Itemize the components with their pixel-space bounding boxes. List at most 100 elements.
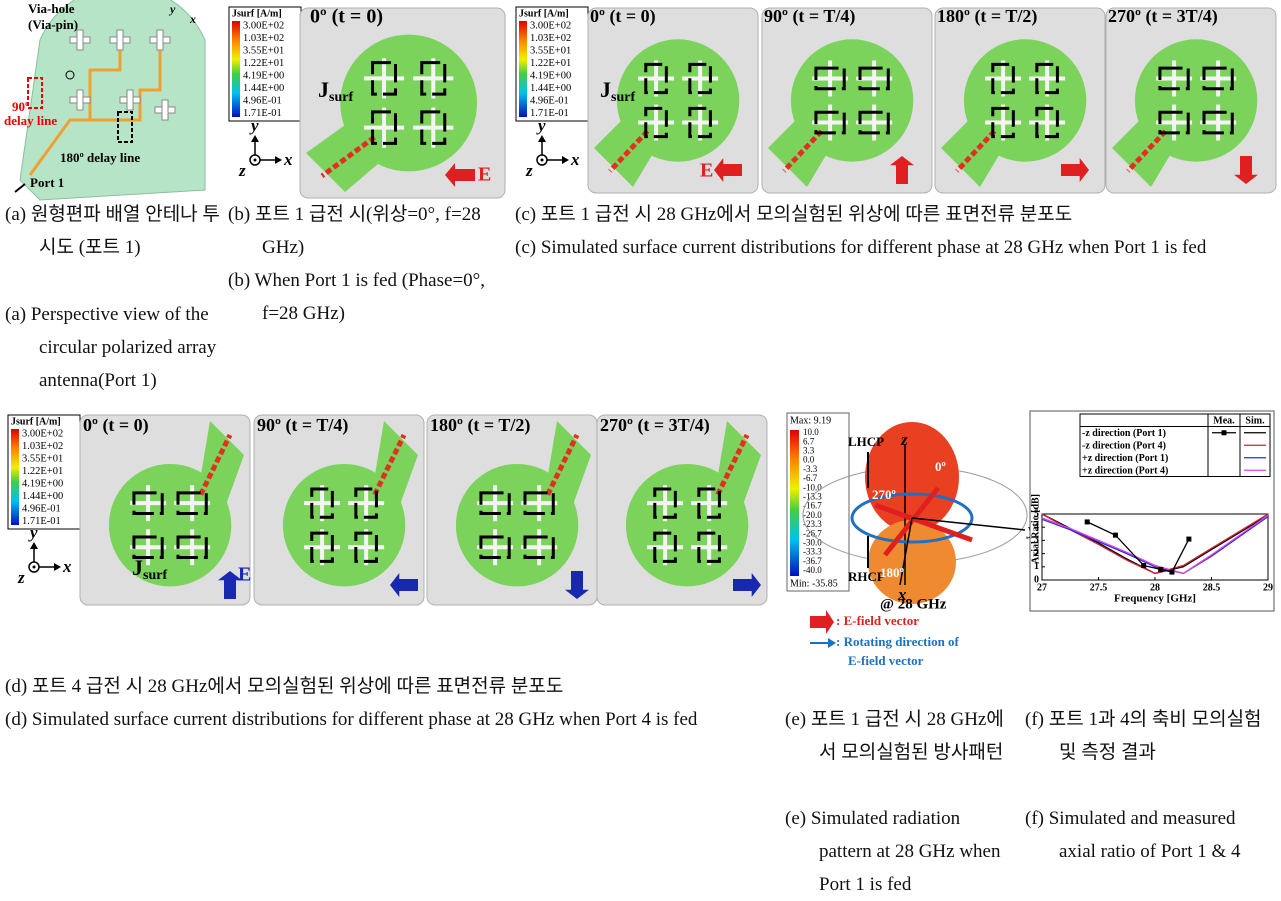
label: Jsurf [A/m] <box>232 8 282 19</box>
label: Frequency [GHz] <box>1114 593 1196 605</box>
label: 3.00E+02 <box>243 20 284 31</box>
label: 270º <box>872 487 896 502</box>
label: 1.44E+00 <box>530 83 571 94</box>
label: 0º (t = 0) <box>590 6 656 27</box>
label: E <box>478 164 491 186</box>
label: 29 <box>1263 582 1273 593</box>
label: Jsurf [A/m] <box>11 416 61 427</box>
axis-dot <box>541 159 544 162</box>
label: 180º (t = T/2) <box>937 6 1037 27</box>
label: Jsurf [A/m] <box>519 8 569 19</box>
label: 90º <box>985 526 1002 541</box>
caption-ko: (c) 포트 1 급전 시 28 GHz에서 모의실험된 위상에 따른 표면전류… <box>515 198 1281 231</box>
label: : E-field vector <box>836 613 919 628</box>
label: : Rotating direction of <box>836 634 960 649</box>
label: 0º <box>935 459 946 474</box>
patch <box>162 100 168 120</box>
field-disk <box>283 464 405 586</box>
axis-head <box>538 135 546 142</box>
color-bar <box>232 21 240 117</box>
axis-head <box>275 156 282 164</box>
label: Mea. <box>1213 416 1235 427</box>
caption-ko: (d) 포트 4 급전 시 28 GHz에서 모의실험된 위상에 따른 표면전류… <box>5 670 784 703</box>
caption-ko: (b) 포트 1 급전 시(위상=0°, f=28 GHz) <box>228 198 522 264</box>
label: 1.22E+01 <box>22 466 63 477</box>
label: 180º <box>880 565 904 580</box>
label: +z direction (Port 1) <box>1082 453 1168 464</box>
label: E <box>700 160 713 182</box>
measured-point <box>1113 533 1118 538</box>
label: Axial Ratio [dB] <box>1030 494 1041 564</box>
label: 4.19E+00 <box>22 478 63 489</box>
axis-dot <box>33 566 36 569</box>
label: z <box>17 568 25 587</box>
field-arrow <box>810 610 834 634</box>
axis-head <box>251 135 259 142</box>
patch <box>77 90 83 110</box>
scale-bar <box>790 430 799 576</box>
label: 270º (t = 3T/4) <box>1108 6 1218 27</box>
field-disk <box>109 464 231 586</box>
label: 27.5 <box>1090 582 1108 593</box>
measured-point <box>1141 563 1146 568</box>
patch <box>77 30 83 50</box>
label: z <box>238 161 246 180</box>
label: 3.55E+01 <box>530 45 571 56</box>
color-bar <box>519 21 527 117</box>
label: 1.71E-01 <box>243 108 282 119</box>
jsurf-main: J <box>318 77 329 102</box>
label: 1.22E+01 <box>243 58 284 69</box>
label: y <box>28 523 38 542</box>
pointer <box>15 184 25 192</box>
patch <box>117 30 123 50</box>
lobe-lower <box>868 520 956 604</box>
label: 0º (t = 0) <box>310 6 383 28</box>
field-disk <box>964 39 1086 161</box>
caption-ko: (e) 포트 1 급전 시 28 GHz에서 모의실험된 방사패턴 <box>785 703 1009 769</box>
field-disk <box>617 39 739 161</box>
label: 1.44E+00 <box>243 83 284 94</box>
label: 4.96E-01 <box>22 503 61 514</box>
label: x <box>62 557 72 576</box>
label: 3.55E+01 <box>22 453 63 464</box>
patch <box>127 90 133 110</box>
label: 1.71E-01 <box>22 516 61 527</box>
caption-en: (e) Simulated radiation pattern at 28 GH… <box>785 802 1009 901</box>
label: (Via-pin) <box>28 17 78 32</box>
label: Min: -35.85 <box>790 578 838 589</box>
label: 1.71E-01 <box>530 108 569 119</box>
label: -z direction (Port 1) <box>1082 428 1166 439</box>
label: z <box>900 430 908 449</box>
label: 4.96E-01 <box>530 95 569 106</box>
label: x <box>189 12 196 26</box>
label: 180º (t = T/2) <box>430 415 530 436</box>
measured-point <box>1169 570 1174 575</box>
label: @ 28 GHz <box>880 596 947 612</box>
label: z <box>525 161 533 180</box>
axis-dot <box>254 159 257 162</box>
label: Via-hole <box>28 1 75 16</box>
caption-ko: (a) 원형편파 배열 안테나 투시도 (포트 1) <box>5 198 224 264</box>
label: x <box>283 150 293 169</box>
label: 90º <box>12 99 29 114</box>
label: 270º (t = 3T/4) <box>600 415 710 436</box>
label: 0 <box>1034 574 1039 585</box>
measured-point <box>1186 537 1191 542</box>
label: x <box>570 150 580 169</box>
label: 3.55E+01 <box>243 45 284 56</box>
legend-marker <box>1222 430 1227 435</box>
label: 28.5 <box>1203 582 1221 593</box>
axis-head <box>562 156 569 164</box>
field-disk <box>791 39 913 161</box>
caption-en: (b) When Port 1 is fed (Phase=0°, f=28 G… <box>228 264 522 330</box>
label: 4.19E+00 <box>530 70 571 81</box>
field-disk <box>1135 39 1257 161</box>
caption-en: (d) Simulated surface current distributi… <box>5 703 784 736</box>
label: 1.22E+01 <box>530 58 571 69</box>
label: 180º delay line <box>60 150 140 165</box>
label: y <box>168 2 176 16</box>
label: 4.19E+00 <box>243 70 284 81</box>
jsurf-sub: surf <box>611 90 635 105</box>
label: 1.03E+02 <box>243 33 284 44</box>
label: 3.00E+02 <box>530 20 571 31</box>
